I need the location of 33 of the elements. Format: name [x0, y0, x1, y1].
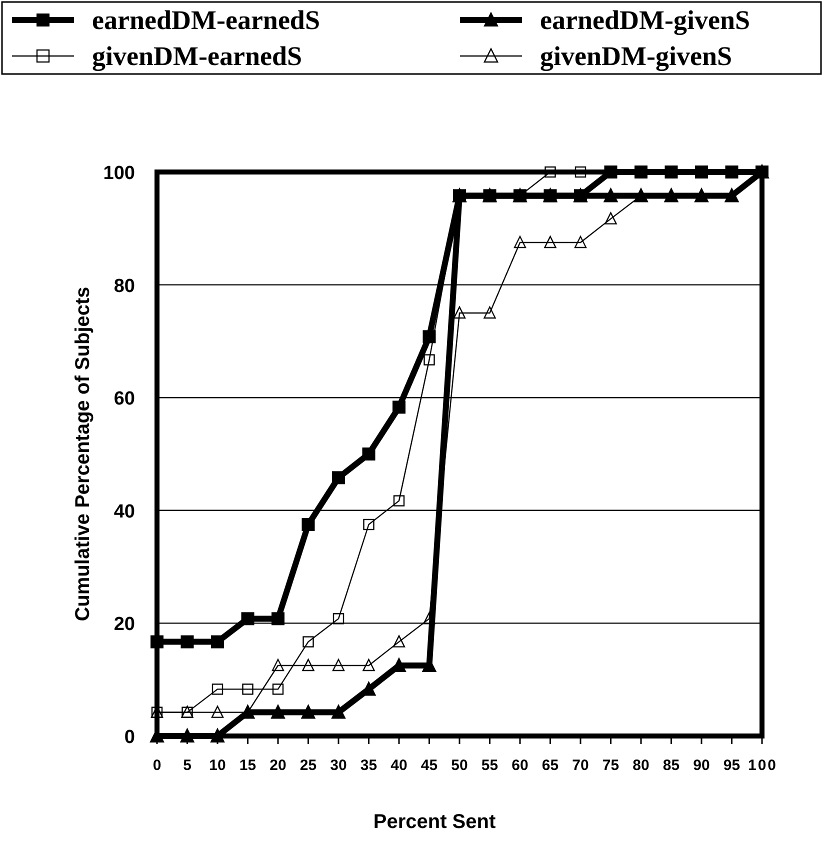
x-tick-label: 50 — [451, 757, 468, 774]
x-tick-label: 60 — [512, 757, 528, 774]
x-tick-label: 95 — [723, 757, 740, 774]
x-axis-title: Percent Sent — [373, 811, 496, 833]
y-axis-title: Cumulative Percentage of Subjects — [72, 286, 94, 622]
x-tick-label: 65 — [542, 757, 559, 774]
x-tick-label: 45 — [420, 757, 438, 774]
legend-label: earnedDM-givenS — [540, 5, 750, 35]
y-tick-label: 20 — [114, 614, 135, 636]
x-tick-label: 80 — [632, 757, 650, 774]
legend-label: earnedDM-earnedS — [92, 5, 320, 35]
x-tick-label: 15 — [239, 757, 256, 774]
x-tick-label: 90 — [693, 757, 710, 774]
x-tick-label: 5 — [183, 757, 192, 774]
x-tick-label: 55 — [481, 757, 498, 774]
y-tick-label: 40 — [114, 501, 135, 522]
legend-label: givenDM-givenS — [540, 41, 732, 71]
y-tick-label: 100 — [103, 163, 135, 184]
x-tick-label: 30 — [330, 757, 347, 774]
y-tick-label: 0 — [124, 727, 135, 748]
x-tick-label: 40 — [390, 757, 408, 774]
x-tick-label: 70 — [572, 757, 589, 774]
x-tick-label: 75 — [602, 757, 620, 774]
x-tick-label: 0 — [152, 757, 162, 774]
x-tick-label: 20 — [270, 757, 286, 774]
x-tick-label: 85 — [662, 757, 680, 774]
x-tick-label: 100 — [748, 757, 776, 774]
y-tick-label: 80 — [114, 276, 135, 297]
x-tick-label: 25 — [300, 757, 317, 774]
y-tick-label: 60 — [114, 388, 135, 410]
x-tick-label: 35 — [360, 757, 378, 774]
legend-label: givenDM-earnedS — [92, 41, 302, 71]
x-tick-label: 10 — [209, 757, 226, 774]
